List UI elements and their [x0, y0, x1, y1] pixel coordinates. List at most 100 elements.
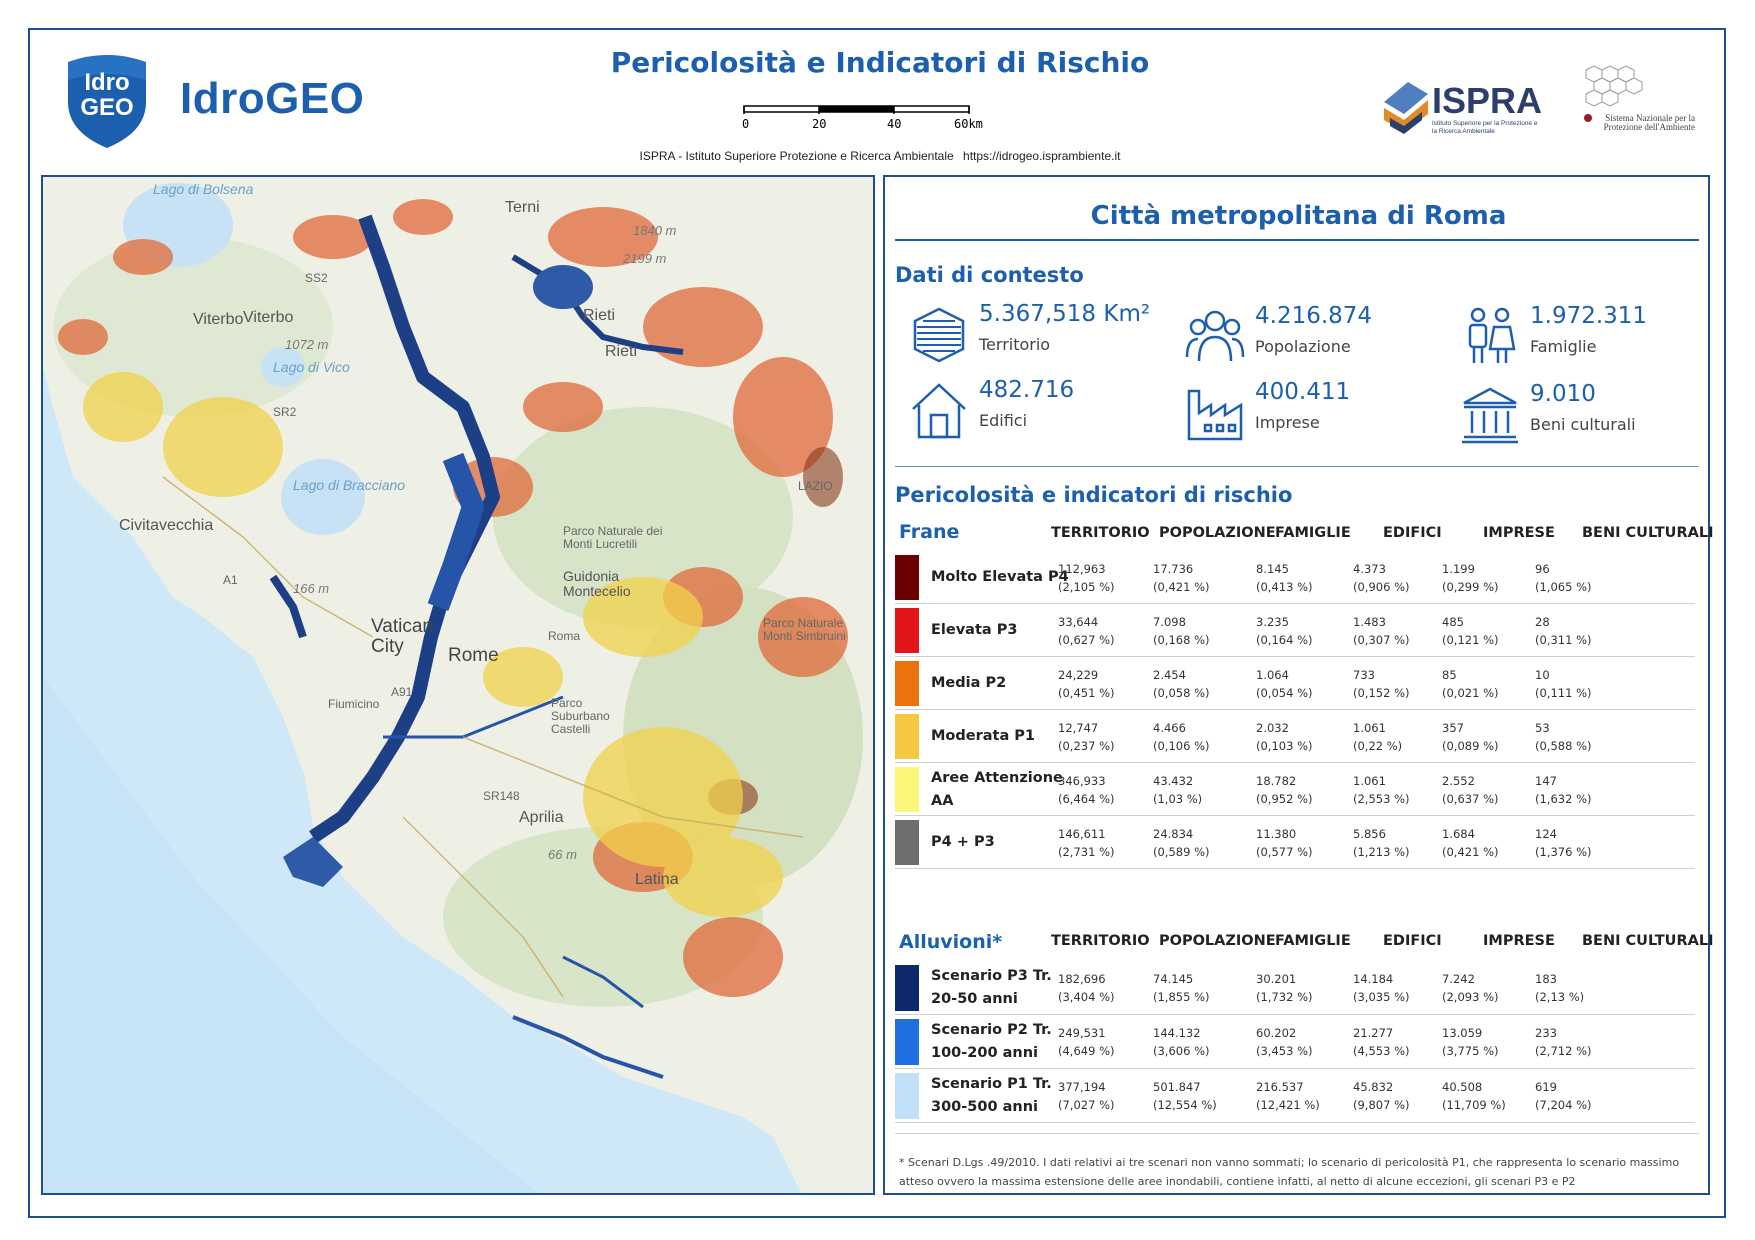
col-territorio: TERRITORIO — [1051, 525, 1150, 541]
cell-percent: (0,164 %) — [1256, 632, 1313, 647]
col-edifici: EDIFICI — [1383, 933, 1442, 949]
cell-value: 183 — [1535, 972, 1557, 986]
alluvioni-cell-imprese: 7.242 (2,093 %) — [1442, 970, 1498, 1006]
frane-row: Elevata P3 33,644 (0,627 %) 7.098 (0,168 %) 3… — [895, 604, 1695, 657]
frane-class-swatch — [895, 555, 919, 600]
frane-cell-beni-culturali: 124 (1,376 %) — [1535, 825, 1591, 861]
shield-line2: GEO — [80, 94, 134, 121]
cell-percent: (2,13 %) — [1535, 990, 1585, 1004]
map-label-aprilia: Aprilia — [519, 809, 564, 826]
frane-row: Aree Attenzione AA 346,933 (6,464 %) 43.432 (… — [895, 763, 1695, 816]
territory-icon — [913, 307, 965, 363]
alluvioni-class-label-line: 100-200 anni — [931, 1045, 1039, 1061]
frane-cell-famiglie: 2.032 (0,103 %) — [1256, 719, 1312, 755]
alluvioni-cell-famiglie: 216.537 (12,421 %) — [1256, 1078, 1320, 1114]
cell-value: 45.832 — [1353, 1080, 1394, 1094]
cell-percent: (0,451 %) — [1058, 685, 1115, 700]
credit-url[interactable]: https://idrogeo.isprambiente.it — [963, 149, 1121, 163]
cell-percent: (1,732 %) — [1256, 990, 1313, 1004]
cell-value: 5.856 — [1353, 826, 1386, 841]
frane-row: Molto Elevata P4 112,963 (2,105 %) 17.736 (0… — [895, 551, 1695, 604]
cell-value: 11.380 — [1256, 826, 1297, 841]
alluvioni-row: Scenario P1 Tr. 300-500 anni 377,194 (7,027… — [895, 1069, 1695, 1123]
cell-percent: (0,299 %) — [1442, 579, 1499, 594]
alluvioni-class-label-line: 300-500 anni — [931, 1099, 1039, 1115]
frane-cell-edifici: 4.373 (0,906 %) — [1353, 560, 1409, 596]
context-territorio: 5.367,518 Km² Territorio — [909, 301, 1159, 367]
alluvioni-class-label-line: Scenario P3 Tr. — [931, 968, 1052, 984]
frane-cell-popolazione: 17.736 (0,421 %) — [1153, 560, 1209, 596]
frane-class-label-line: AA — [931, 792, 954, 809]
cell-percent: (2,105 %) — [1058, 579, 1115, 594]
map-label-lago-bracciano: Lago di Bracciano — [293, 477, 406, 493]
alluvioni-class-label-line: 20-50 anni — [931, 991, 1018, 1007]
cell-value: 1.061 — [1353, 720, 1386, 735]
frane-class-label: Media P2 — [931, 672, 1006, 695]
frane-cell-popolazione: 2.454 (0,058 %) — [1153, 666, 1209, 702]
alluvioni-cell-territorio: 182,696 (3,404 %) — [1058, 970, 1114, 1006]
frane-class-label: Molto Elevata P4 — [931, 566, 1069, 589]
cell-percent: (3,775 %) — [1442, 1044, 1499, 1058]
cell-value: 249,531 — [1058, 1026, 1106, 1040]
frane-class-label: Aree Attenzione AA — [931, 767, 1063, 813]
map-label-viterbo-a: Viterbo — [193, 311, 244, 328]
map-label-ss2: SS2 — [305, 271, 328, 285]
frane-class-swatch — [895, 820, 919, 865]
credit-org: ISPRA - Istituto Superiore Protezione e … — [639, 149, 954, 163]
cell-value: 146,611 — [1058, 826, 1106, 841]
alluvioni-cell-popolazione: 144.132 (3,606 %) — [1153, 1024, 1209, 1060]
frane-cell-popolazione: 4.466 (0,106 %) — [1153, 719, 1209, 755]
info-panel: Città metropolitana di Roma Dati di cont… — [883, 175, 1713, 1195]
cell-percent: (2,731 %) — [1058, 844, 1115, 859]
cell-percent: (3,606 %) — [1153, 1044, 1210, 1058]
map-label-rieti-a: Rieti — [583, 307, 616, 324]
alluvioni-class-label-line: Scenario P2 Tr. — [931, 1022, 1052, 1038]
cell-value: 7.098 — [1153, 614, 1186, 629]
map-label-lazio: LAZIO — [798, 479, 833, 493]
cell-value: 357 — [1442, 720, 1464, 735]
frane-class-label-line: Media P2 — [931, 675, 1007, 691]
cell-percent: (0,103 %) — [1256, 738, 1313, 753]
famiglie-label: Famiglie — [1530, 337, 1597, 356]
context-heading: Dati di contesto — [895, 263, 1084, 287]
alluvioni-cell-territorio: 377,194 (7,027 %) — [1058, 1078, 1114, 1114]
frane-class-label: Moderata P1 — [931, 725, 1035, 748]
context-popolazione: 4.216.874 Popolazione — [1185, 303, 1435, 369]
building-icon — [912, 383, 966, 439]
cell-value: 85 — [1442, 667, 1457, 682]
frane-cell-territorio: 12,747 (0,237 %) — [1058, 719, 1114, 755]
scale-tick-20: 20 — [812, 117, 826, 131]
frane-class-label-line: Molto Elevata P4 — [931, 569, 1069, 585]
scale-tick-0: 0 — [742, 117, 749, 131]
imprese-value: 400.411 — [1255, 379, 1351, 405]
frane-cell-popolazione: 24.834 (0,589 %) — [1153, 825, 1209, 861]
cell-percent: (0,637 %) — [1442, 791, 1499, 806]
cell-value: 1.199 — [1442, 561, 1475, 576]
page-title: Pericolosità e Indicatori di Rischio — [610, 46, 1150, 79]
cell-value: 24.834 — [1153, 826, 1194, 841]
cell-value: 74.145 — [1153, 972, 1194, 986]
cell-value: 144.132 — [1153, 1026, 1201, 1040]
frane-heading: Frane — [899, 521, 960, 543]
cell-value: 4.466 — [1153, 720, 1186, 735]
risk-map[interactable]: Lago di Bolsena Terni 1840 m 2199 m SS2 … — [41, 175, 875, 1195]
map-label-sr148: SR148 — [483, 789, 520, 803]
frane-class-label-line: Moderata P1 — [931, 728, 1036, 744]
territorio-label: Territorio — [979, 335, 1051, 354]
edifici-value: 482.716 — [979, 377, 1075, 403]
map-label-rome: Rome — [448, 645, 499, 666]
frane-cell-territorio: 112,963 (2,105 %) — [1058, 560, 1114, 596]
alluvioni-class-label: Scenario P3 Tr. 20-50 anni — [931, 965, 1052, 1011]
cell-value: 501.847 — [1153, 1080, 1201, 1094]
cell-percent: (1,855 %) — [1153, 990, 1210, 1004]
famiglie-value: 1.972.311 — [1530, 303, 1648, 329]
map-canvas — [43, 177, 873, 1193]
alluvioni-row: Scenario P2 Tr. 100-200 anni 249,531 (4,649… — [895, 1015, 1695, 1069]
alluvioni-cell-beni-culturali: 183 (2,13 %) — [1535, 970, 1584, 1006]
cell-value: 233 — [1535, 1026, 1557, 1040]
cell-value: 1.684 — [1442, 826, 1475, 841]
cell-value: 24,229 — [1058, 667, 1099, 682]
imprese-label: Imprese — [1255, 413, 1320, 432]
map-label-parco-lucretili: Parco Naturale dei Monti Lucretili — [563, 524, 663, 551]
cell-value: 112,963 — [1058, 561, 1106, 576]
